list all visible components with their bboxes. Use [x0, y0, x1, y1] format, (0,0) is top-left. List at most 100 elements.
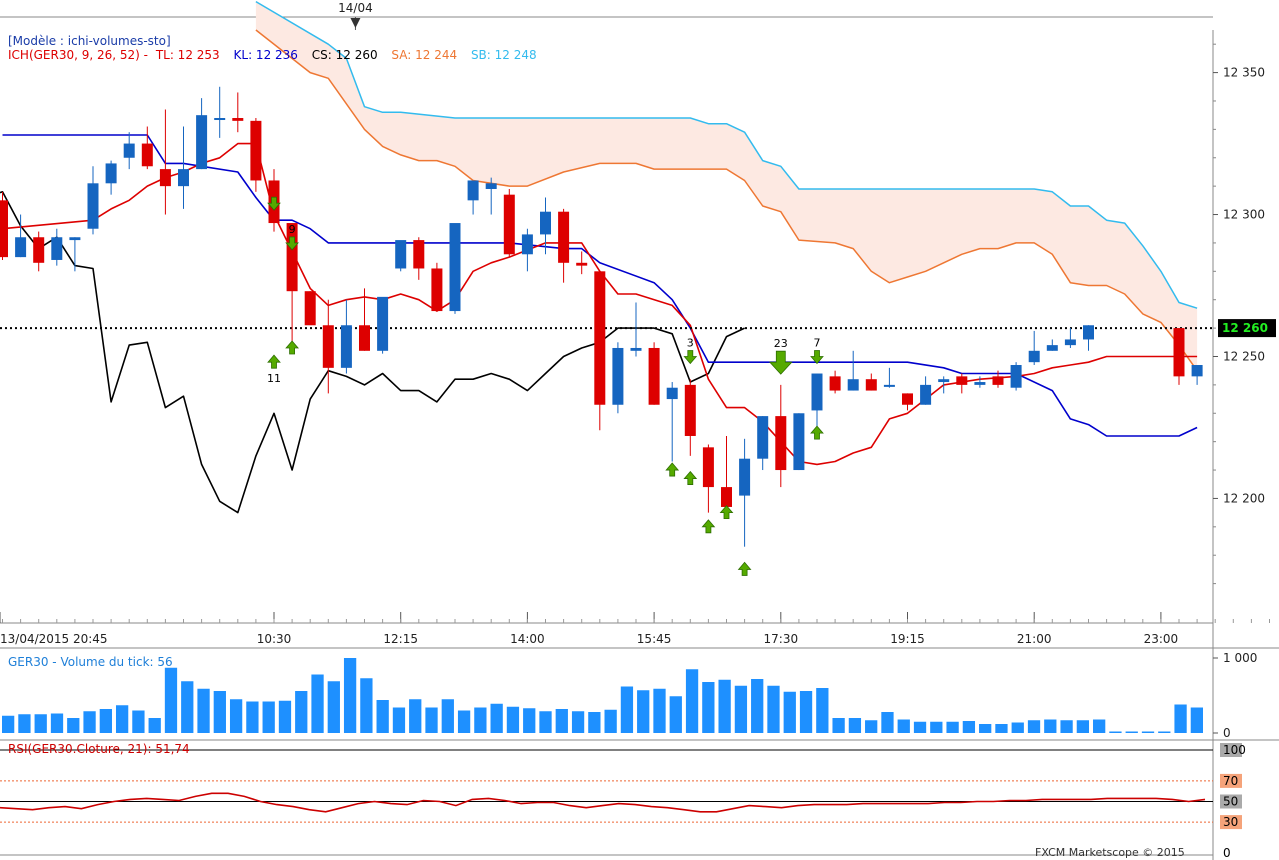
candle-body	[1010, 365, 1022, 388]
volume-bar	[115, 705, 129, 733]
candle-body	[1173, 328, 1185, 377]
legend-tl: TL: 12 253	[155, 48, 220, 62]
signal-arrow-icon	[285, 236, 299, 251]
candle-body	[87, 183, 99, 229]
rsi-label-box	[1220, 773, 1242, 788]
candle-body	[883, 384, 895, 387]
rsi-tick-label: 100	[1223, 743, 1246, 757]
candle-body	[377, 296, 389, 351]
last-price-box	[1218, 319, 1276, 338]
candle-body	[847, 379, 859, 391]
legend-cs: CS: 12 260	[312, 48, 378, 62]
price-tick-label: 12 250	[1223, 349, 1265, 363]
candle-body	[920, 384, 932, 405]
candle-body	[214, 118, 226, 121]
volume-bar	[181, 681, 194, 733]
candles	[0, 86, 1203, 547]
volume-bar	[132, 710, 145, 733]
volume-bar	[979, 724, 992, 733]
volume-bar	[457, 710, 471, 733]
volume-bar	[881, 712, 894, 733]
candle-body	[793, 413, 805, 471]
candle-body	[684, 384, 696, 436]
volume-bar	[848, 718, 862, 733]
candle-body	[829, 376, 841, 391]
candle-body	[178, 169, 189, 187]
volume-bar	[1076, 720, 1090, 733]
signal-arrow-icon	[810, 350, 824, 365]
signal-count-label: 11	[267, 372, 281, 385]
volume-bar	[441, 699, 454, 733]
volume-bar	[751, 679, 764, 733]
volume-bar	[1174, 704, 1187, 733]
candle-body	[612, 347, 624, 405]
volume-bar	[409, 699, 422, 733]
rsi-tick-label: 70	[1223, 774, 1238, 788]
volume-bar	[653, 688, 666, 733]
candle-body	[141, 143, 153, 167]
candle-body	[15, 237, 27, 258]
signal-count-label: 3	[687, 336, 694, 349]
volume-bar	[1011, 722, 1024, 733]
candle-body	[286, 223, 298, 292]
volume-bar	[295, 691, 308, 733]
candle-body	[0, 200, 8, 258]
candle-body	[992, 376, 1004, 385]
volume-bar	[229, 699, 243, 733]
rsi-panel: 100 70 50 30 0	[0, 743, 1246, 860]
volume-bar	[1125, 731, 1138, 733]
candle-body	[1083, 325, 1094, 340]
candle-body	[467, 180, 479, 201]
candle-body	[648, 347, 660, 405]
candle-body	[956, 376, 968, 385]
time-tick-label: 21:00	[1017, 632, 1052, 646]
candle-body	[666, 387, 678, 400]
time-tick-label: 19:15	[890, 632, 925, 646]
volume-bar	[555, 709, 568, 733]
indicator-lines	[0, 0, 1213, 514]
candle-body	[1064, 339, 1076, 346]
volume-bar	[523, 708, 536, 733]
ichimoku-legend: ICH(GER30, 9, 26, 52) - TL: 12 253 KL: 1…	[8, 48, 537, 62]
rsi-label-box	[1220, 794, 1242, 809]
candle-body	[702, 447, 714, 488]
frames	[0, 16, 1279, 860]
rsi-label-box	[1220, 846, 1242, 860]
signal-arrow-icon	[719, 505, 734, 520]
volume-bar	[197, 688, 210, 733]
volume-bar	[360, 678, 373, 733]
top-date-axis: 14/0415/04	[338, 1, 373, 30]
rsi-tick-label: 30	[1223, 815, 1238, 829]
signal-arrow-icon	[810, 425, 824, 440]
volume-bar	[311, 674, 324, 733]
candle-body	[938, 379, 950, 383]
signal-arrow-icon	[267, 196, 281, 211]
volume-bar	[1044, 719, 1057, 733]
candle-body	[503, 194, 515, 255]
price-tick-label: 12 350	[1223, 66, 1265, 80]
volume-bar	[99, 709, 112, 733]
volume-bar	[1093, 719, 1106, 733]
watermark: FXCM Marketscope © 2015	[1035, 846, 1185, 859]
price-tick-label: 12 300	[1223, 208, 1265, 222]
volume-bar	[376, 700, 389, 733]
volume-bar	[637, 690, 650, 733]
volume-bar	[506, 706, 520, 733]
chikou-line	[0, 191, 745, 514]
signal-arrow-icon	[285, 340, 299, 355]
candle-body	[721, 487, 732, 507]
signal-arrow-icon	[665, 462, 680, 477]
volume-bar	[425, 707, 438, 733]
volume-bar	[1158, 731, 1171, 733]
candle-body	[594, 271, 606, 405]
volume-bar	[1109, 731, 1122, 733]
candle-body	[540, 211, 551, 235]
candle-body	[413, 240, 425, 269]
volume-bar	[67, 718, 80, 733]
candle-body	[576, 262, 588, 266]
rsi-label-box	[1220, 815, 1242, 830]
candle-body	[865, 379, 877, 391]
volume-tick-label: 0	[1223, 726, 1231, 740]
candle-body	[630, 347, 642, 351]
signal-count-label: 7	[814, 336, 821, 349]
